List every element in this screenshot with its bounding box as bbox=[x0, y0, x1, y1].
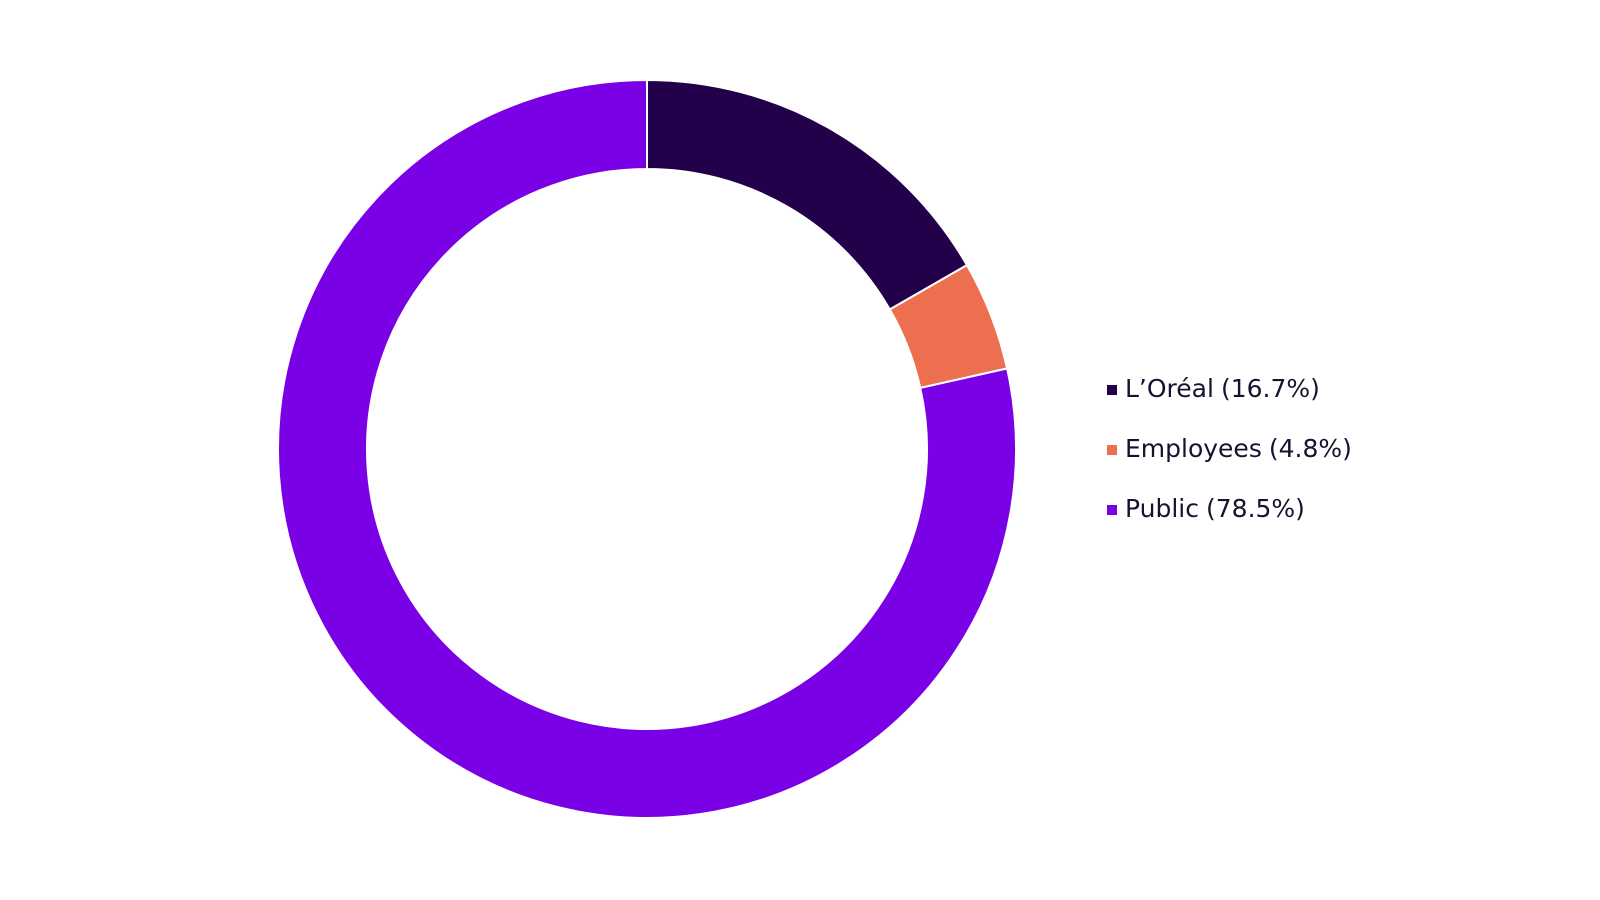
legend-label: Public (78.5%) bbox=[1125, 494, 1305, 523]
legend-value: (16.7%) bbox=[1221, 374, 1320, 403]
legend-swatch bbox=[1107, 445, 1117, 455]
legend-item: L’Oréal (16.7%) bbox=[1107, 374, 1320, 403]
donut bbox=[277, 78, 1017, 819]
legend-swatch bbox=[1107, 505, 1117, 515]
legend-item: Public (78.5%) bbox=[1107, 494, 1305, 523]
donut-slice bbox=[646, 78, 969, 311]
legend-category: Employees bbox=[1125, 434, 1262, 463]
legend-swatch bbox=[1107, 385, 1117, 395]
legend-label: Employees (4.8%) bbox=[1125, 434, 1352, 463]
legend-value: (4.8%) bbox=[1269, 434, 1352, 463]
legend-value: (78.5%) bbox=[1206, 494, 1305, 523]
legend-label: L’Oréal (16.7%) bbox=[1125, 374, 1320, 403]
legend-item: Employees (4.8%) bbox=[1107, 434, 1352, 463]
legend-category: Public bbox=[1125, 494, 1199, 523]
legend-category: L’Oréal bbox=[1125, 374, 1214, 403]
legend: L’Oréal (16.7%) Employees (4.8%) Public (78.5… bbox=[1107, 374, 1352, 523]
donut-slice bbox=[277, 78, 1017, 819]
